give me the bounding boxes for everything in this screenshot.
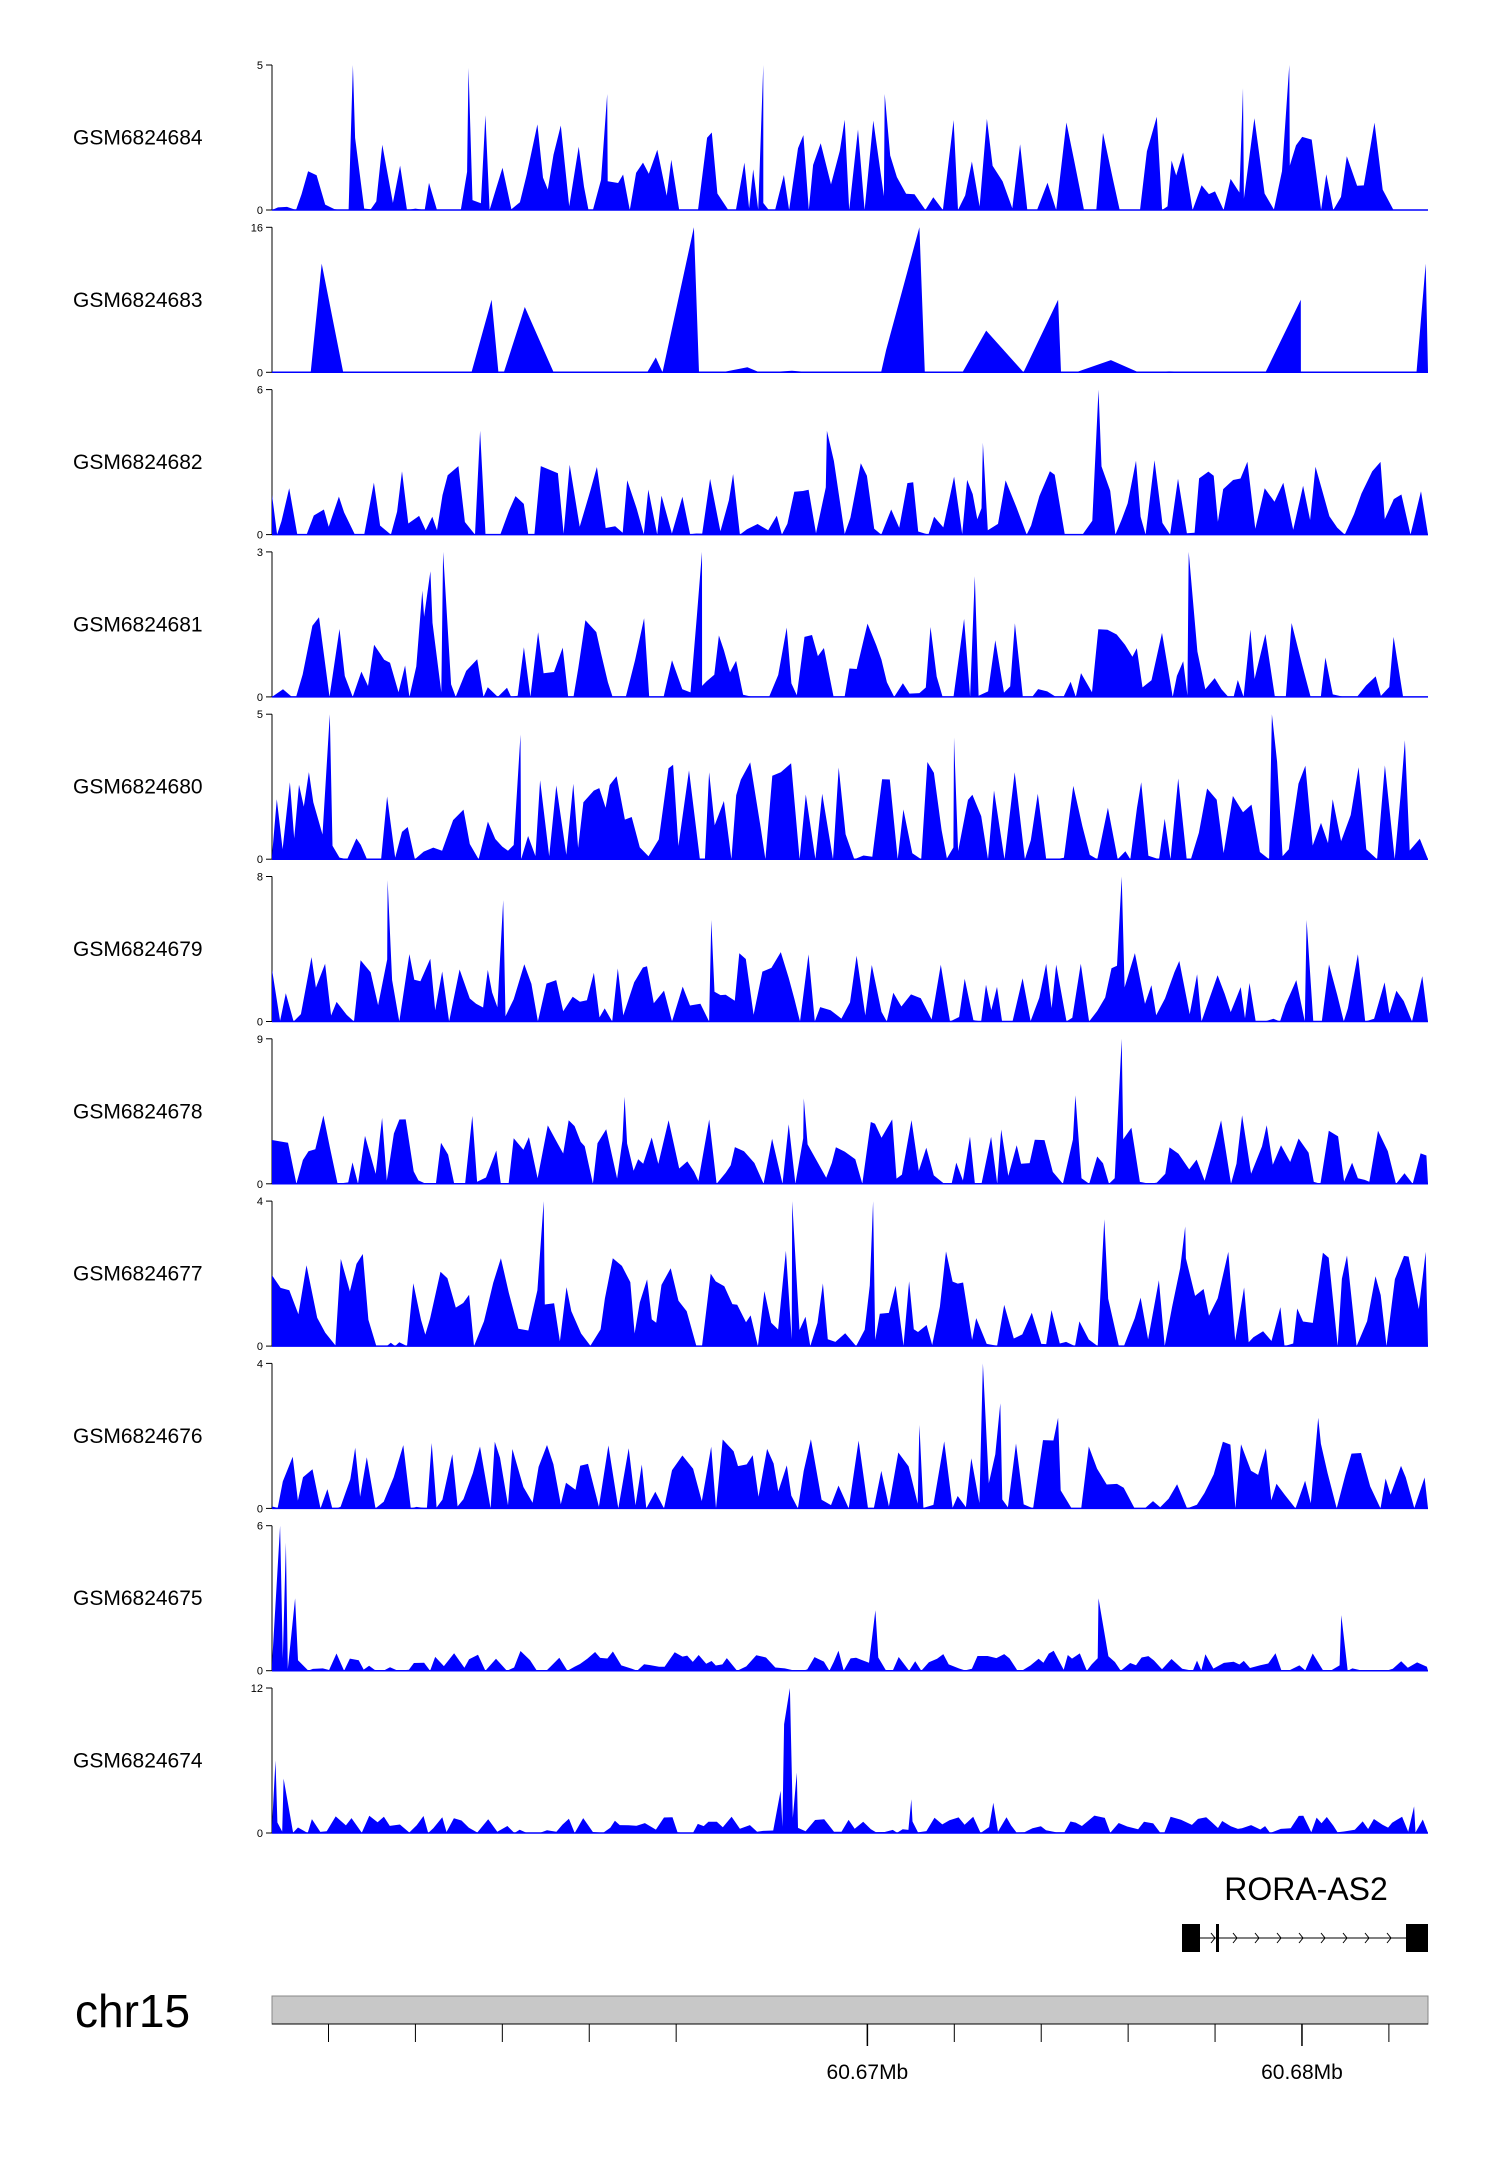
track-label: GSM6824680: [73, 776, 203, 799]
y-tick-label: 5: [257, 709, 263, 721]
y-tick-label: 0: [257, 205, 263, 217]
coverage-track: [266, 1362, 1428, 1510]
chromosome-label: chr15: [75, 1985, 190, 2037]
coverage-track: [266, 64, 1428, 211]
chromosome-ideogram: [271, 1995, 1429, 2025]
coverage-track: [266, 1525, 1428, 1672]
strand-arrow: [1254, 1932, 1260, 1944]
strand-arrow: [1364, 1932, 1370, 1944]
strand-arrow: [1298, 1932, 1304, 1944]
coverage-area: [272, 551, 1428, 697]
coverage-area: [272, 714, 1428, 860]
x-tick-label: 60.68Mb: [1261, 2061, 1343, 2084]
coverage-area: [272, 65, 1428, 210]
y-tick-label: 12: [251, 1683, 263, 1695]
track-label: GSM6824677: [73, 1263, 203, 1286]
y-tick-label: 0: [257, 1179, 263, 1191]
y-tick-label: 0: [257, 530, 263, 542]
coverage-area: [272, 389, 1428, 535]
gene-exon: [1182, 1924, 1200, 1952]
coverage-area: [272, 1201, 1428, 1347]
strand-arrow: [1342, 1932, 1348, 1944]
strand-arrow: [1320, 1932, 1326, 1944]
gene-exon: [1216, 1924, 1219, 1952]
y-tick-label: 0: [257, 1341, 263, 1353]
track-label: GSM6824675: [73, 1587, 203, 1610]
track-label: GSM6824682: [73, 451, 203, 474]
coverage-track: [266, 1200, 1428, 1347]
coverage-area: [272, 1038, 1428, 1184]
track-label: GSM6824683: [73, 289, 203, 312]
strand-arrow: [1386, 1932, 1392, 1944]
y-tick-label: 0: [257, 1828, 263, 1840]
coverage-track: [266, 713, 1428, 860]
coverage-area: [272, 1525, 1428, 1671]
y-tick-label: 0: [257, 692, 263, 704]
y-tick-label: 8: [257, 872, 263, 884]
track-label: GSM6824678: [73, 1100, 203, 1123]
coverage-track: [266, 1038, 1428, 1185]
y-tick-label: 0: [257, 854, 263, 866]
y-tick-label: 0: [257, 1666, 263, 1678]
coverage-area: [272, 1363, 1428, 1509]
strand-arrow: [1276, 1932, 1282, 1944]
y-tick-label: 0: [257, 367, 263, 379]
coverage-track: [266, 226, 1428, 374]
coverage-track: [266, 551, 1428, 698]
strand-arrow: [1210, 1932, 1216, 1944]
coverage-area: [272, 1688, 1428, 1833]
gene-exon: [1406, 1924, 1428, 1952]
coverage-track: [266, 876, 1428, 1023]
coverage-track: [266, 1687, 1428, 1834]
y-tick-label: 0: [257, 1017, 263, 1029]
y-tick-label: 4: [257, 1358, 263, 1370]
y-tick-label: 5: [257, 60, 263, 72]
x-tick-label: 60.67Mb: [827, 2061, 909, 2084]
track-label: GSM6824674: [73, 1750, 203, 1773]
y-tick-label: 16: [251, 222, 263, 234]
coverage-area: [272, 227, 1428, 373]
y-tick-label: 0: [257, 1503, 263, 1515]
strand-arrow: [1232, 1932, 1238, 1944]
coverage-track: [266, 389, 1428, 536]
track-label: GSM6824681: [73, 613, 203, 636]
y-tick-label: 4: [257, 1196, 263, 1208]
track-label: GSM6824676: [73, 1425, 203, 1448]
y-tick-label: 6: [257, 385, 263, 397]
gene-label: RORA-AS2: [1224, 1871, 1388, 1907]
y-tick-label: 3: [257, 547, 263, 559]
y-tick-label: 6: [257, 1521, 263, 1533]
track-label: GSM6824679: [73, 938, 203, 961]
coverage-area: [272, 876, 1428, 1022]
track-label: GSM6824684: [73, 127, 203, 150]
y-tick-label: 9: [257, 1034, 263, 1046]
